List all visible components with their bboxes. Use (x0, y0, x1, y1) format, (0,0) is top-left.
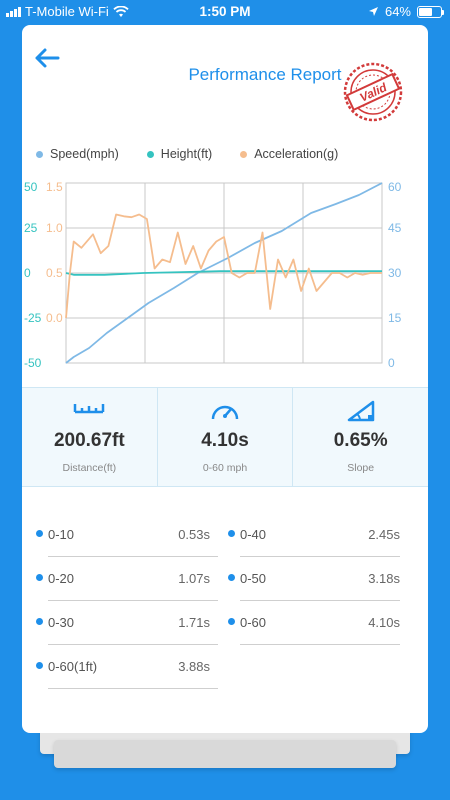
split-item-0-40: 0-40 2.45s (214, 515, 428, 559)
height-axis-tick: 25 (24, 221, 38, 235)
speed-axis-tick: 15 (388, 311, 402, 325)
status-left: T-Mobile Wi-Fi (6, 4, 129, 19)
stat-distance-label: Distance(ft) (62, 462, 117, 474)
stat-slope-value: 0.65% (333, 430, 388, 451)
status-right: 64% (368, 4, 444, 19)
battery-percent: 64% (384, 4, 411, 19)
stat-zero-sixty-value: 4.10s (201, 430, 249, 451)
height-axis-tick: -50 (24, 356, 42, 370)
stat-zero-sixty: 4.10s 0-60 mph (157, 388, 294, 486)
height-line (65, 270, 382, 276)
speed-axis-tick: 30 (388, 266, 402, 280)
split-item-0-60-1ft: 0-60(1ft) 3.88s (22, 647, 218, 691)
acceleration-line (65, 213, 382, 319)
battery-fill (419, 7, 433, 16)
split-label: 0-20 (48, 571, 75, 586)
back-arrow-icon (35, 48, 60, 68)
stat-distance-value: 200.67ft (53, 430, 125, 451)
stats-row: 200.67ft Distance(ft) 4.10s 0-60 mph 0.6… (22, 387, 428, 487)
legend-height-label: Height(ft) (160, 147, 213, 161)
split-divider (48, 688, 218, 689)
chart-legend: Speed(mph) Height(ft) Acceleration(g) (36, 147, 416, 161)
split-label: 0-60(1ft) (48, 659, 98, 674)
ruler-icon (74, 404, 105, 414)
acceleration-axis-tick: 0.0 (46, 311, 63, 325)
split-time: 1.71s (178, 615, 210, 630)
split-divider (48, 600, 218, 601)
stat-zero-sixty-label: 0-60 mph (202, 462, 248, 474)
split-divider (48, 556, 218, 557)
speedometer-icon (211, 405, 239, 420)
card-stack-back-2 (54, 740, 396, 768)
legend-acceleration-dot (240, 150, 248, 158)
legend-acceleration-label: Acceleration(g) (254, 147, 339, 161)
split-item-0-50: 0-50 3.18s (214, 559, 428, 603)
legend-speed-dot (36, 150, 43, 158)
speed-axis-tick: 45 (388, 221, 402, 235)
status-time: 1:50 PM (199, 4, 251, 19)
split-item-0-10: 0-10 0.53s (22, 515, 218, 559)
split-time: 3.88s (178, 659, 210, 674)
split-item-0-60: 0-60 4.10s (214, 603, 428, 647)
legend-height-dot (146, 150, 154, 158)
performance-chart: 50 25 0 -25 -50 1.5 1.0 0.5 0.0 60 45 30 15 0 (22, 175, 428, 397)
report-card: Performance Report Valid Speed(mph) Heig… (22, 25, 428, 733)
acceleration-axis-tick: 0.5 (46, 266, 63, 280)
carrier-label: T-Mobile Wi-Fi (25, 4, 109, 19)
legend-acceleration[interactable]: Acceleration(g) (240, 147, 338, 161)
height-axis-tick: 0 (24, 266, 31, 280)
split-time: 1.07s (178, 571, 210, 586)
split-label: 0-50 (240, 571, 267, 586)
legend-height[interactable]: Height(ft) (146, 147, 213, 161)
stat-slope-label: Slope (347, 462, 375, 474)
valid-stamp-icon: Valid (343, 62, 403, 122)
split-time: 2.45s (368, 527, 400, 542)
wifi-icon (113, 5, 129, 17)
split-divider (240, 600, 400, 601)
split-dot (228, 574, 235, 581)
split-time: 0.53s (178, 527, 210, 542)
legend-speed[interactable]: Speed(mph) (36, 147, 119, 161)
split-divider (240, 556, 400, 557)
location-arrow-icon (368, 7, 378, 16)
signal-icon (6, 6, 21, 17)
back-button[interactable] (32, 43, 62, 73)
legend-speed-label: Speed(mph) (50, 147, 119, 161)
split-dot (36, 530, 43, 537)
split-label: 0-60 (240, 615, 267, 630)
split-item-0-30: 0-30 1.71s (22, 603, 218, 647)
speed-axis-tick: 60 (388, 180, 402, 194)
split-dot (228, 618, 235, 625)
height-axis-tick: -25 (24, 311, 42, 325)
split-dot (36, 574, 43, 581)
acceleration-axis-tick: 1.5 (46, 180, 63, 194)
stat-slope: 0.65% Slope (293, 388, 428, 486)
chart-svg: 50 25 0 -25 -50 1.5 1.0 0.5 0.0 60 45 30 15 0 (24, 180, 402, 370)
split-divider (240, 644, 400, 645)
split-item-0-20: 0-20 1.07s (22, 559, 218, 603)
battery-icon (417, 5, 444, 18)
split-label: 0-30 (48, 615, 75, 630)
slope-icon (347, 400, 374, 422)
height-axis-tick: 50 (24, 180, 38, 194)
split-time: 3.18s (368, 571, 400, 586)
split-dot (228, 530, 235, 537)
split-divider (48, 644, 218, 645)
speed-line (65, 182, 383, 364)
acceleration-axis-tick: 1.0 (46, 221, 63, 235)
speed-axis-tick: 0 (388, 356, 395, 370)
page-title: Performance Report (188, 65, 342, 84)
split-time: 4.10s (368, 615, 400, 630)
status-bar: T-Mobile Wi-Fi 1:50 PM 64% (0, 0, 450, 24)
split-label: 0-40 (240, 527, 267, 542)
stat-distance: 200.67ft Distance(ft) (22, 388, 158, 486)
split-label: 0-10 (48, 527, 75, 542)
split-dot (36, 618, 43, 625)
split-dot (36, 662, 43, 669)
